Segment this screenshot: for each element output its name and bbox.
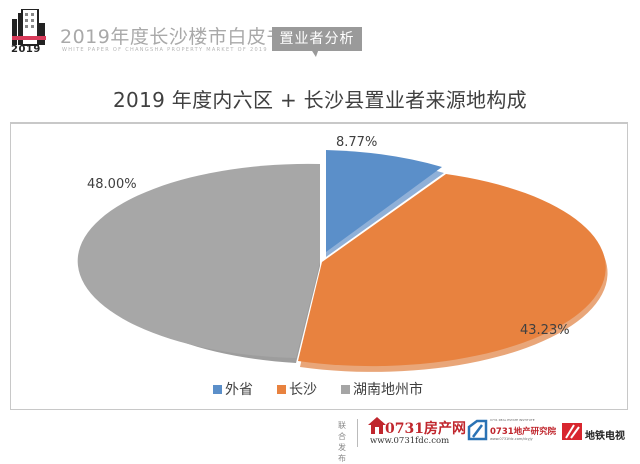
building-logo-icon — [12, 9, 46, 46]
footer-divider — [357, 419, 358, 447]
chart-legend: 外省 长沙 湖南地州市 — [213, 379, 423, 399]
pie-slice-changsha — [298, 174, 606, 367]
logo-year: 2019 — [11, 44, 41, 55]
legend-item-hunan: 湖南地州市 — [341, 379, 423, 399]
header-title: 2019年度长沙楼市白皮书 — [60, 26, 286, 48]
legend-item-waisheng: 外省 — [213, 379, 253, 399]
section-badge: 置业者分析 — [272, 27, 362, 51]
data-label-waisheng: 8.77% — [336, 135, 378, 150]
legend-swatch-gray — [341, 384, 350, 394]
data-label-changsha: 43.23% — [520, 323, 570, 338]
pie-slice-hunan-top — [77, 163, 321, 358]
data-label-hunan: 48.00% — [87, 177, 137, 192]
legend-label: 长沙 — [289, 382, 317, 398]
legend-label: 外省 — [225, 382, 253, 398]
publisher-metro-tv: 地铁电视 — [585, 431, 625, 442]
chart-title: 2019 年度内六区 + 长沙县置业者来源地构成 — [113, 88, 527, 112]
institute-logo-icon — [467, 419, 488, 441]
legend-item-changsha: 长沙 — [277, 379, 317, 399]
publisher-institute-name: 0731地产研究院 — [490, 427, 557, 437]
publisher-0731fdc-url: www.0731fdc.com — [370, 436, 450, 446]
legend-swatch-blue — [213, 384, 222, 394]
legend-swatch-orange — [277, 384, 286, 394]
publisher-institute-en: 0731 REAL ESTATE INSTITUTE — [490, 418, 535, 422]
publisher-0731fdc-name: 0731房产网 — [385, 421, 466, 437]
metro-tv-logo-icon — [562, 423, 582, 440]
pie-slice-waisheng — [326, 150, 442, 252]
chart-frame — [10, 122, 628, 410]
legend-label: 湖南地州市 — [353, 382, 423, 398]
publisher-institute-url: www.0731fdc.com/dcyjy — [490, 437, 533, 441]
joint-publish-label: 联合发布 — [338, 421, 346, 463]
fdc-house-logo-icon — [368, 417, 386, 434]
header-subtitle: WHITE PAPER OF CHANGSHA PROPERTY MARKET … — [62, 47, 268, 53]
